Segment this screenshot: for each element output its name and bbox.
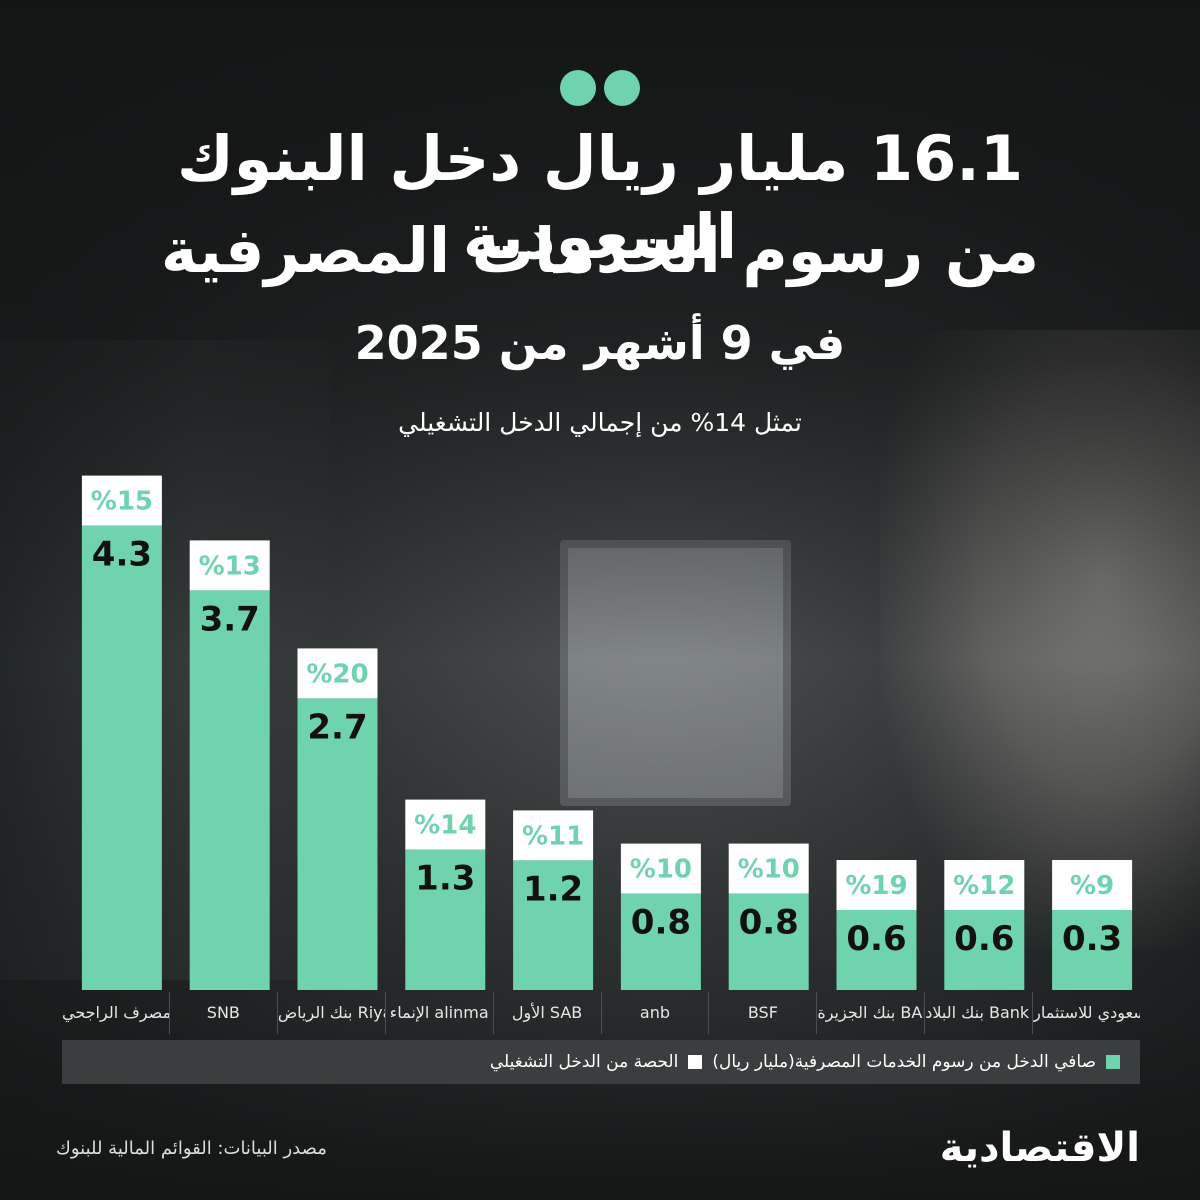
value-label: 3.7 — [200, 599, 260, 639]
bar — [297, 698, 378, 990]
value-label: 1.2 — [523, 869, 583, 909]
title-line-1: 16.1 مليار ريال دخل البنوك السعودية — [176, 122, 1024, 273]
bank-logo: بنك البلاد Bank Albilad — [925, 992, 1034, 1034]
legend-label-share: الحصة من الدخل التشغيلي — [489, 1052, 679, 1072]
brand-dot — [560, 70, 596, 106]
share-cap — [836, 860, 917, 910]
value-label: 4.3 — [92, 535, 152, 575]
bar — [836, 910, 917, 990]
legend-swatch-white — [688, 1055, 703, 1069]
title-line-3: في 9 أشهر من 2025 — [354, 316, 846, 370]
share-cap — [189, 540, 270, 591]
bank-logo: مصرف الراجحي alrajhi bank — [62, 992, 170, 1034]
value-label: 0.3 — [1062, 919, 1122, 959]
bank-logo: BSF — [709, 992, 818, 1034]
legend-swatch-green — [1106, 1055, 1120, 1069]
bank-logo: البنك السعودي للاستثمار — [1033, 1003, 1140, 1022]
value-label: 0.8 — [739, 903, 799, 943]
data-source: مصدر البيانات: القوائم المالية للبنوك — [56, 1138, 327, 1159]
share-cap — [81, 475, 162, 526]
value-label: 0.8 — [631, 903, 691, 943]
share-label: %10 — [630, 855, 692, 885]
brand-dot — [604, 70, 640, 106]
share-cap — [405, 799, 486, 850]
bar — [944, 910, 1025, 990]
bar — [513, 860, 594, 990]
bar — [728, 893, 809, 990]
share-label: %9 — [1070, 871, 1114, 901]
bar — [620, 893, 701, 990]
value-label: 2.7 — [307, 707, 367, 747]
legend-label-income: صافي الدخل من رسوم الخدمات المصرفية(مليا… — [712, 1052, 1096, 1072]
subtitle: تمثل 14% من إجمالي الدخل التشغيلي — [398, 408, 802, 437]
share-label: %11 — [522, 821, 584, 851]
share-label: %10 — [738, 855, 800, 885]
share-label: %15 — [91, 487, 153, 517]
bar — [1052, 910, 1133, 990]
share-label: %19 — [845, 871, 907, 901]
share-label: %13 — [199, 551, 261, 581]
share-label: %12 — [953, 871, 1015, 901]
bar — [405, 849, 486, 990]
bank-logo: بنك الجزيرة BANK ALJAZIRA — [817, 992, 926, 1034]
share-cap — [944, 860, 1025, 910]
bank-logo-row: مصرف الراجحي alrajhi bank SNB بنك الرياض… — [62, 992, 1140, 1034]
share-cap — [1052, 860, 1133, 910]
share-cap — [297, 648, 378, 699]
share-label: %20 — [306, 659, 368, 689]
share-cap — [513, 810, 594, 861]
brand-dots — [560, 70, 640, 106]
value-label: 0.6 — [954, 919, 1014, 959]
bank-logo: SNB — [170, 992, 278, 1034]
bar — [189, 590, 270, 990]
brand-logo-text: الاقتصادية — [939, 1125, 1140, 1171]
bank-logo: الإنماء alinma — [386, 992, 494, 1034]
share-label: %14 — [414, 811, 476, 841]
value-label: 0.6 — [846, 919, 906, 959]
title-line-2: من رسوم الخدمات المصرفية — [160, 214, 1040, 287]
chart-legend: صافي الدخل من رسوم الخدمات المصرفية(مليا… — [62, 1040, 1140, 1084]
bar — [81, 525, 162, 990]
value-label: 1.3 — [415, 859, 475, 899]
bank-logo: الأول SAB — [494, 992, 602, 1034]
bank-logo: anb — [602, 992, 710, 1034]
bank-logo: بنك الرياض Riyad Bank — [278, 992, 386, 1034]
share-cap — [728, 843, 809, 894]
share-cap — [620, 843, 701, 894]
